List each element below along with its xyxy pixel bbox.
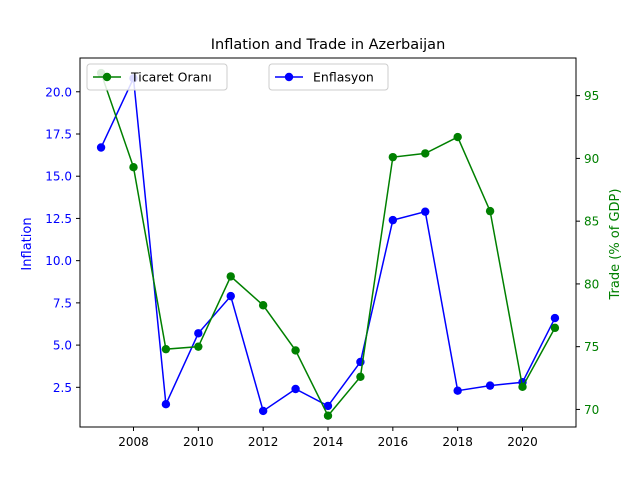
inflation-data-point xyxy=(291,384,300,394)
left-tick-label: 10.0 xyxy=(45,254,72,268)
right-tick-label: 80 xyxy=(584,277,599,291)
trade-data-point xyxy=(194,342,203,351)
left-tick-label: 2.5 xyxy=(53,381,72,395)
plot-frame xyxy=(79,57,577,428)
inflation-data-point xyxy=(485,381,495,390)
trade-data-point xyxy=(161,344,171,354)
inflation-data-point xyxy=(323,401,333,411)
left-tick-label: 15.0 xyxy=(45,170,72,184)
inflation-data-point xyxy=(550,313,560,323)
right-tick-label: 70 xyxy=(584,403,599,417)
inflation-series-line xyxy=(100,75,556,413)
trade-data-point xyxy=(550,323,560,333)
left-tick-label: 20.0 xyxy=(45,85,72,99)
trade-data-point xyxy=(388,152,398,162)
right-tick-label: 95 xyxy=(584,89,599,103)
x-tick-label: 2012 xyxy=(248,435,279,449)
trade-data-point xyxy=(291,346,300,355)
inflation-data-point xyxy=(388,215,398,225)
x-tick-label: 2014 xyxy=(313,435,344,449)
right-tick-label: 85 xyxy=(584,215,599,229)
trade-data-point xyxy=(421,149,430,158)
left-axis-label: Inflation xyxy=(20,217,35,270)
trade-series-line xyxy=(100,72,556,418)
chart-title: Inflation and Trade in Azerbaijan xyxy=(211,37,446,53)
inflation-legend-label: Enflasyon xyxy=(313,70,374,85)
right-tick-label: 90 xyxy=(584,152,599,166)
trade-legend-marker xyxy=(102,72,112,82)
inflation-data-point xyxy=(194,329,203,338)
trade-data-point xyxy=(258,301,268,310)
left-tick-label: 17.5 xyxy=(45,127,72,141)
inflation-data-point xyxy=(453,386,462,395)
trade-data-point xyxy=(485,206,495,216)
left-tick-label: 5.0 xyxy=(53,339,72,353)
x-tick-label: 2020 xyxy=(507,435,538,449)
inflation-data-point xyxy=(258,406,268,416)
x-tick-label: 2018 xyxy=(442,435,473,449)
x-tick-label: 2008 xyxy=(118,435,149,449)
right-tick-label: 75 xyxy=(584,340,599,354)
right-axis-label: Trade (% of GDP) xyxy=(608,189,623,301)
x-tick-label: 2010 xyxy=(183,435,214,449)
left-tick-label: 7.5 xyxy=(53,296,72,310)
inflation-legend-box xyxy=(268,63,389,91)
trade-data-point xyxy=(323,411,333,420)
inflation-data-point xyxy=(96,143,106,152)
inflation-data-point xyxy=(421,207,430,216)
trade-data-point xyxy=(453,132,462,142)
trade-data-point xyxy=(518,382,527,392)
trade-legend-box xyxy=(86,63,228,91)
trade-data-point xyxy=(129,162,138,172)
trade-data-point xyxy=(356,372,365,381)
left-tick-label: 12.5 xyxy=(45,212,72,226)
x-tick-label: 2016 xyxy=(378,435,409,449)
inflation-legend-marker xyxy=(284,72,294,82)
trade-legend-label: Ticaret Oranı xyxy=(130,70,212,85)
inflation-data-point xyxy=(226,291,235,301)
inflation-data-point xyxy=(161,400,171,409)
trade-data-point xyxy=(226,272,235,281)
